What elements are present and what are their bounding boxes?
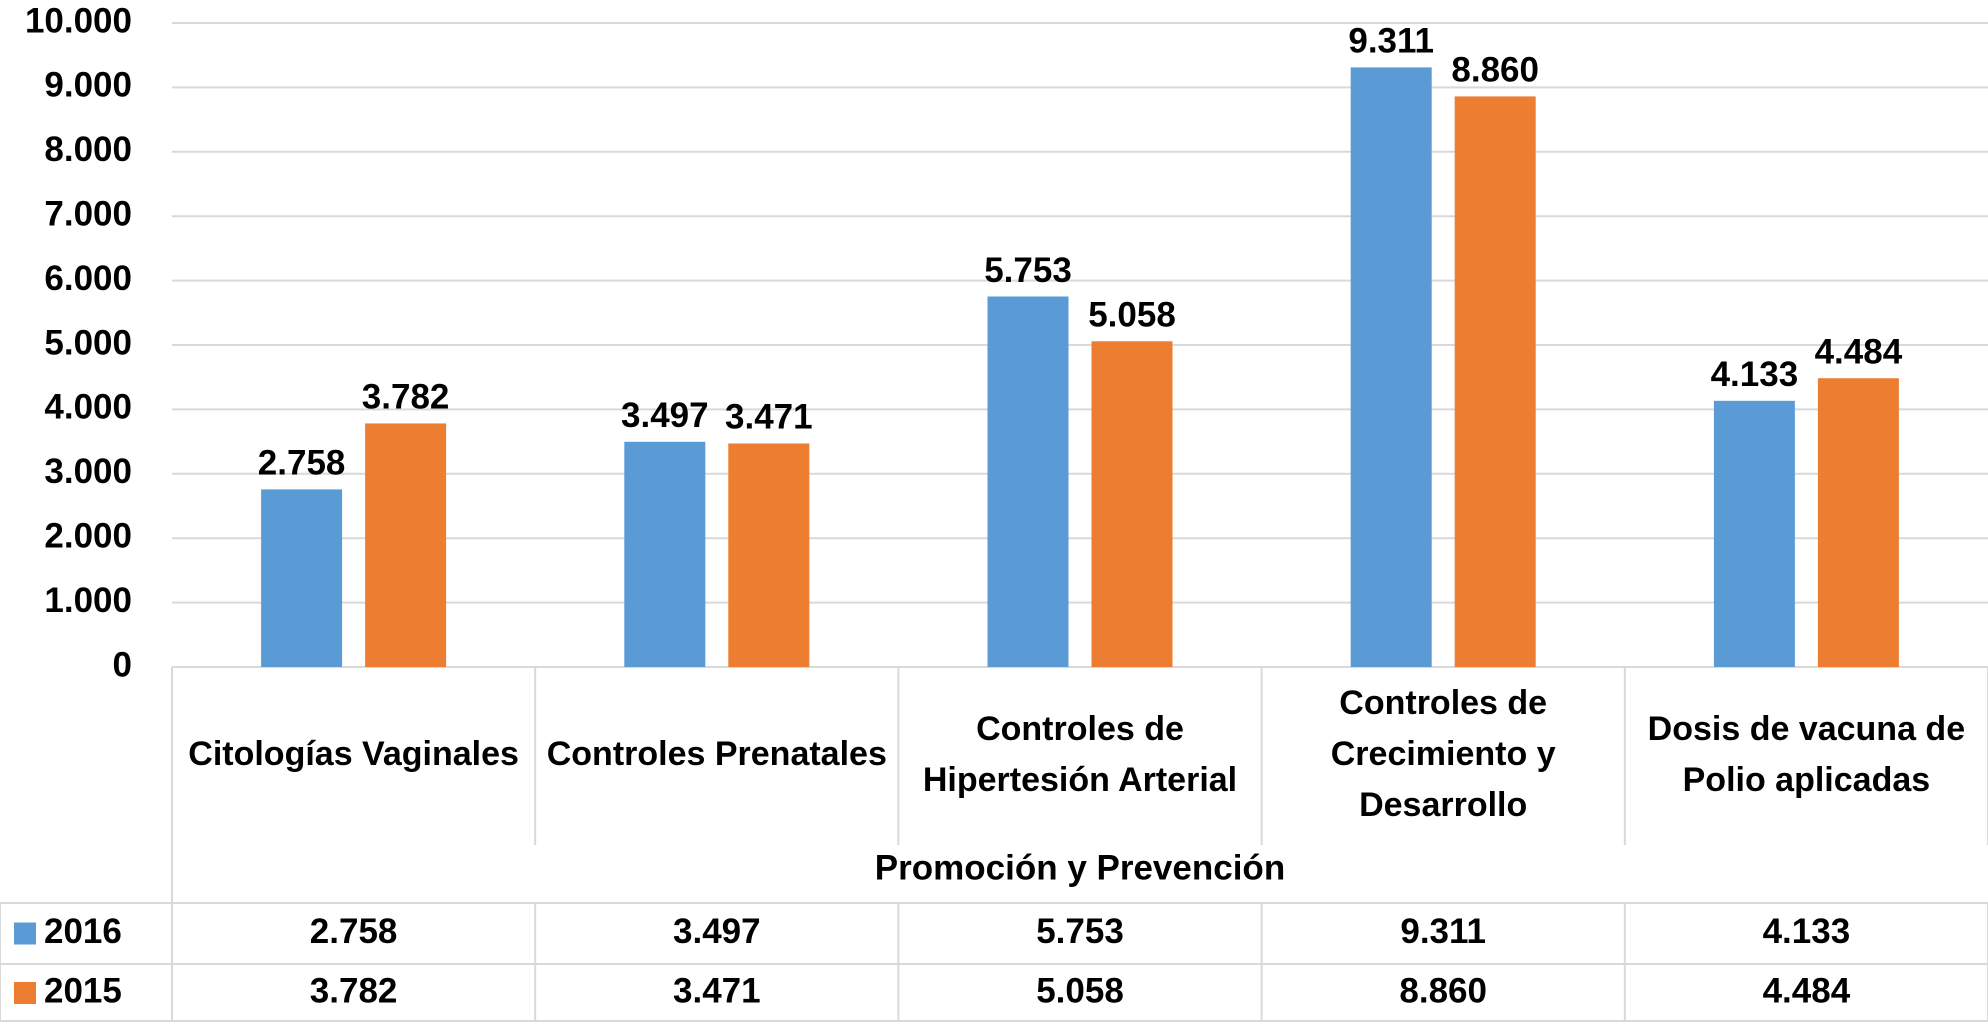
bar	[1455, 96, 1536, 667]
y-tick-label: 10.000	[25, 1, 132, 40]
bar	[365, 423, 446, 667]
y-tick-label: 5.000	[44, 323, 132, 362]
bar	[728, 443, 809, 667]
table-cell: 3.471	[673, 971, 761, 1010]
table-cell: 3.782	[310, 971, 398, 1010]
data-label: 4.133	[1711, 355, 1799, 394]
y-tick-label: 2.000	[44, 516, 132, 555]
data-label: 8.860	[1451, 51, 1539, 90]
bar	[1351, 67, 1432, 667]
table-cell: 9.311	[1400, 912, 1486, 951]
table-cell: 5.753	[1036, 912, 1124, 951]
chart: Promoción y Prevención 0 1.000 2.000 3.000 4…	[0, 0, 1988, 1022]
legend-label: 2016	[44, 912, 122, 951]
data-label: 5.753	[984, 251, 1072, 290]
y-tick-label: 7.000	[44, 194, 132, 233]
table-cell: 4.133	[1763, 912, 1851, 951]
data-label: 5.058	[1088, 296, 1176, 335]
x-tick-label: Controles de Crecimiento y Desarrollo	[1262, 672, 1624, 837]
data-label: 4.484	[1815, 332, 1903, 371]
bar	[1818, 378, 1899, 667]
table-cell: 3.497	[673, 912, 761, 951]
legend-key	[14, 982, 36, 1004]
page: Promoción y Prevención 0 1.000 2.000 3.000 4…	[0, 0, 1988, 1022]
y-tick-label: 1.000	[44, 581, 132, 620]
legend-label: 2015	[44, 971, 122, 1010]
legend-key	[14, 923, 36, 945]
y-tick-label: 9.000	[44, 66, 132, 105]
x-axis-title: Promoción y Prevención	[875, 848, 1285, 887]
x-tick-label: Citologías Vaginales	[173, 672, 535, 837]
y-tick-label: 8.000	[44, 130, 132, 169]
table-cell: 4.484	[1763, 971, 1851, 1010]
data-label: 2.758	[258, 444, 346, 483]
table-cell: 5.058	[1036, 971, 1124, 1010]
table-cell: 2.758	[310, 912, 398, 951]
x-tick-label: Controles Prenatales	[536, 672, 898, 837]
data-label: 3.497	[621, 396, 709, 435]
x-tick-label: Controles de Hipertesión Arterial	[899, 672, 1261, 837]
data-label: 3.471	[725, 398, 813, 437]
bar	[261, 489, 342, 667]
y-tick-label: 4.000	[44, 388, 132, 427]
table-cell: 8.860	[1399, 971, 1487, 1010]
data-label: 3.782	[362, 378, 450, 417]
bar	[1092, 341, 1173, 667]
bar	[624, 442, 705, 667]
bar	[988, 297, 1069, 667]
y-tick-label: 0	[113, 645, 132, 684]
y-tick-label: 3.000	[44, 452, 132, 491]
y-tick-label: 6.000	[44, 259, 132, 298]
data-label: 9.311	[1348, 22, 1434, 61]
bar	[1714, 401, 1795, 667]
x-tick-label: Dosis de vacuna de Polio aplicadas	[1625, 672, 1987, 837]
